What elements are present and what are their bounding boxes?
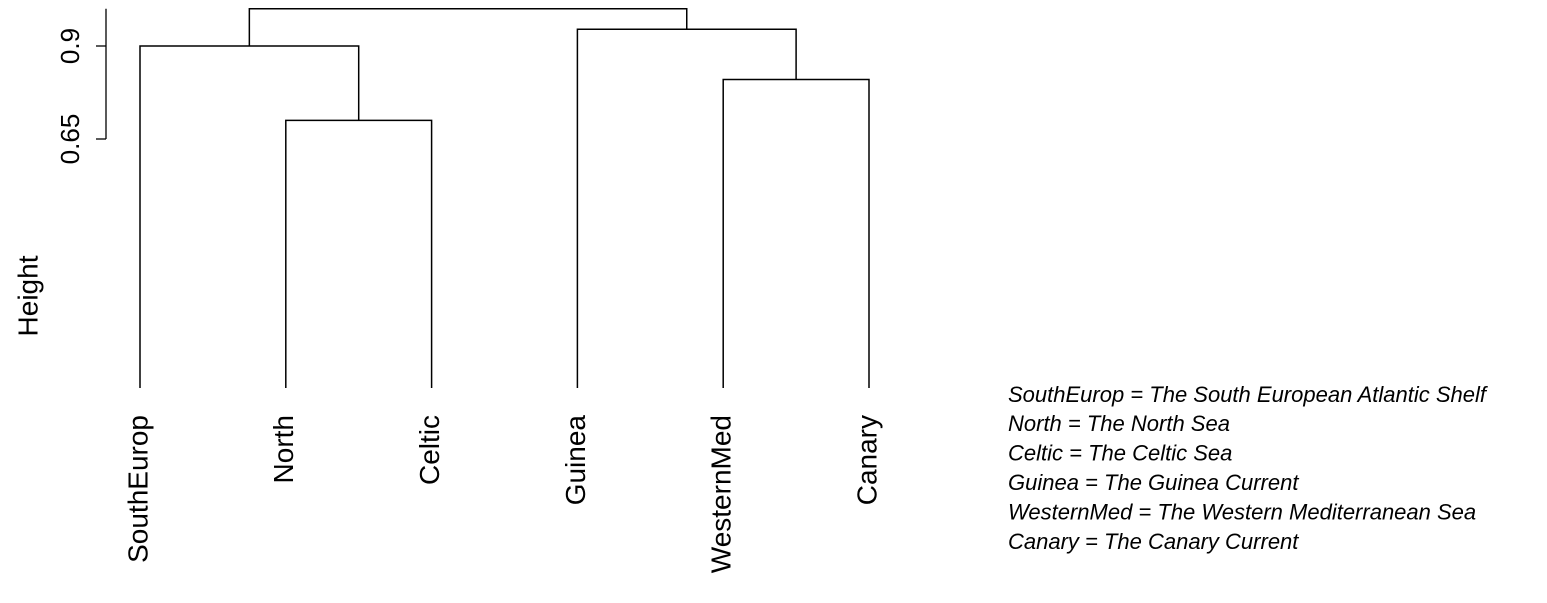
legend-entry: Canary = The Canary Current [1008, 529, 1299, 554]
y-axis-label: Height [12, 255, 43, 336]
legend-entry: SouthEurop = The South European Atlantic… [1008, 382, 1489, 407]
y-tick-label: 0.9 [55, 28, 85, 64]
y-tick-label: 0.65 [55, 114, 85, 165]
merge-link [139, 45, 360, 388]
leaf-label: Celtic [414, 415, 445, 485]
leaf-label: SouthEurop [122, 415, 153, 563]
leaf-label: North [268, 415, 299, 483]
legend-entry: Celtic = The Celtic Sea [1008, 441, 1232, 466]
legend-entry: North = The North Sea [1008, 411, 1230, 436]
legend-entry: Guinea = The Guinea Current [1008, 470, 1299, 495]
merge-link [285, 119, 433, 388]
leaf-label: WesternMed [706, 415, 737, 573]
leaf-label: Guinea [560, 415, 591, 506]
merge-link [576, 28, 797, 388]
legend-entry: WesternMed = The Western Mediterranean S… [1008, 499, 1476, 524]
merge-link [722, 78, 870, 388]
leaf-label: Canary [851, 415, 882, 505]
merge-link [248, 8, 688, 46]
